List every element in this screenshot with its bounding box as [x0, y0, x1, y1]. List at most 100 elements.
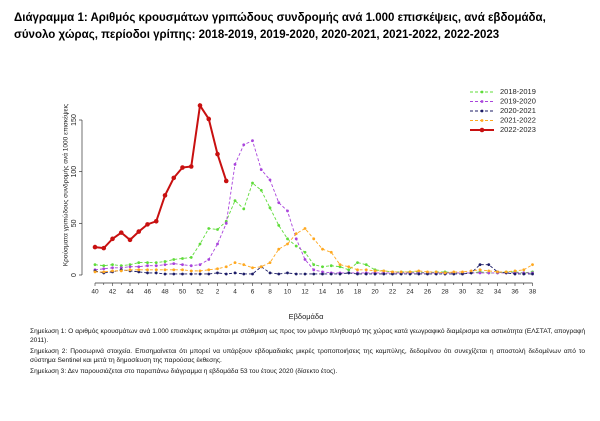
- data-point: [215, 151, 220, 157]
- data-point: [321, 272, 324, 276]
- data-point: [128, 265, 132, 269]
- data-point: [373, 269, 377, 273]
- data-point: [216, 242, 219, 246]
- data-point: [461, 272, 464, 276]
- data-point: [233, 199, 237, 203]
- data-point: [434, 270, 438, 274]
- data-point: [487, 271, 491, 275]
- x-tick-label: 52: [196, 289, 204, 296]
- data-point: [207, 272, 211, 276]
- data-point: [146, 268, 149, 272]
- data-point: [181, 272, 184, 276]
- y-axis-label: Κρούσματα γριπώδους συνδρομής ανά 1000 ε…: [62, 104, 70, 266]
- x-tick-label: 48: [161, 289, 169, 296]
- data-point: [216, 267, 219, 271]
- data-point: [180, 165, 185, 170]
- data-point: [434, 272, 438, 276]
- data-point: [277, 224, 281, 227]
- data-point: [242, 143, 246, 147]
- x-tick-label: 2: [216, 289, 220, 296]
- data-point: [461, 270, 464, 274]
- data-point: [443, 271, 447, 275]
- data-point: [197, 103, 203, 108]
- data-point: [522, 268, 526, 272]
- data-point: [127, 237, 133, 243]
- data-point: [251, 181, 254, 185]
- x-tick-label: 8: [268, 289, 272, 296]
- data-point: [101, 245, 107, 251]
- data-point: [163, 263, 167, 267]
- data-point: [259, 168, 263, 172]
- chart-title: Διάγραμμα 1: Αριθμός κρουσμάτων γριπώδου…: [14, 12, 546, 41]
- legend-label: 2020-2021: [500, 106, 536, 115]
- data-point: [531, 263, 534, 267]
- data-point: [329, 250, 333, 254]
- series-line: [94, 264, 533, 275]
- data-point: [189, 264, 193, 268]
- data-point: [347, 268, 351, 272]
- data-point: [188, 164, 194, 169]
- x-tick-label: 6: [251, 289, 255, 296]
- data-point: [399, 270, 403, 274]
- data-point: [206, 116, 212, 122]
- data-point: [163, 272, 167, 276]
- notes: Σημείωση 1: Ο αριθμός κρουσμάτων ανά 1.0…: [30, 327, 585, 378]
- data-point: [242, 263, 246, 267]
- data-point: [364, 263, 368, 267]
- data-point: [198, 263, 202, 267]
- data-point: [224, 221, 228, 225]
- data-point: [294, 232, 298, 236]
- x-tick-label: 26: [424, 289, 432, 296]
- data-point: [93, 263, 97, 267]
- data-point: [224, 272, 228, 276]
- x-tick-label: 28: [441, 289, 449, 296]
- data-point: [198, 269, 202, 273]
- data-point: [329, 272, 333, 276]
- data-point: [136, 229, 142, 234]
- note: Σημείωση 3: Δεν παρουσιάζεται στο παραπά…: [30, 368, 338, 375]
- data-point: [233, 163, 237, 166]
- data-point: [111, 266, 114, 270]
- legend-label: 2019-2020: [500, 96, 536, 105]
- legend-marker: [480, 100, 484, 103]
- data-point: [417, 272, 421, 276]
- chart: Κρούσματα γριπώδους συνδρομής ανά 1000 ε…: [62, 87, 537, 321]
- legend-label: 2022-2023: [500, 125, 536, 134]
- data-point: [163, 260, 167, 263]
- data-point: [286, 237, 289, 241]
- x-tick-label: 32: [476, 289, 484, 296]
- data-point: [391, 270, 394, 274]
- data-point: [207, 227, 211, 230]
- data-point: [303, 272, 307, 276]
- x-tick-label: 18: [354, 289, 362, 296]
- y-tick-label: 100: [71, 166, 78, 178]
- data-point: [189, 256, 193, 259]
- data-point: [207, 258, 211, 261]
- data-point: [469, 269, 473, 273]
- data-point: [303, 258, 307, 261]
- data-point: [242, 207, 246, 211]
- data-point: [102, 270, 106, 274]
- data-point: [102, 264, 106, 268]
- data-point: [338, 263, 342, 267]
- data-point: [513, 272, 517, 276]
- data-point: [137, 270, 141, 274]
- data-point: [478, 263, 482, 267]
- data-point: [347, 271, 351, 275]
- data-point: [119, 266, 123, 270]
- data-point: [382, 272, 386, 276]
- data-point: [92, 244, 98, 250]
- y-tick-label: 0: [71, 273, 78, 277]
- data-point: [364, 272, 368, 276]
- data-point: [478, 271, 482, 275]
- data-point: [277, 201, 281, 205]
- legend-marker: [479, 127, 485, 133]
- x-tick-label: 22: [389, 289, 397, 296]
- x-tick-label: 14: [319, 289, 327, 296]
- data-point: [128, 263, 132, 267]
- data-point: [312, 237, 316, 241]
- data-point: [171, 175, 177, 181]
- x-tick-label: 42: [109, 289, 117, 296]
- data-point: [268, 271, 272, 275]
- series-line: [94, 102, 228, 250]
